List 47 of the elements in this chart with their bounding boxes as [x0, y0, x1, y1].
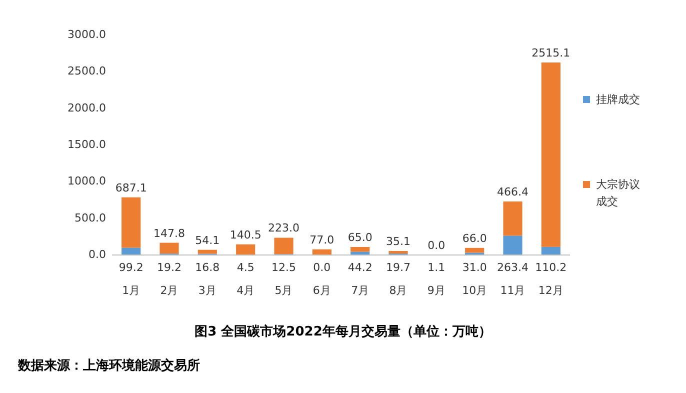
data-label: 16.8 — [195, 261, 220, 274]
data-label: 12.5 — [272, 261, 296, 274]
data-label: 31.0 — [462, 261, 487, 274]
x-tick-label: 3月 — [198, 284, 216, 298]
x-tick-label: 1月 — [122, 284, 140, 298]
x-tick-label: 8月 — [389, 284, 408, 298]
data-label: 77.0 — [310, 233, 334, 246]
y-tick-label: 500.0 — [74, 211, 106, 224]
x-tick-label: 9月 — [427, 284, 446, 298]
x-tick-label: 11月 — [500, 284, 526, 298]
text: 图3 全国碳市场2022年每月交易量（单位：万吨） — [194, 324, 492, 340]
x-tick-label: 5月 — [274, 284, 293, 298]
data-label: 223.0 — [268, 222, 300, 235]
data-label: 54.1 — [195, 234, 220, 247]
data-label: 140.5 — [230, 228, 262, 242]
data-label: 263.4 — [497, 261, 528, 274]
legend-label: 大宗协议成交 — [596, 178, 640, 208]
data-label: 44.2 — [348, 261, 372, 274]
data-label: 466.4 — [497, 185, 528, 198]
y-tick-label: 1500.0 — [68, 138, 106, 152]
y-tick-label: 0.0 — [88, 248, 106, 262]
data-label: 19.2 — [157, 261, 182, 274]
data-label: 147.8 — [154, 226, 185, 240]
data-label: 19.7 — [386, 261, 410, 274]
y-tick-label: 2000.0 — [68, 101, 106, 114]
y-tick-label: 1000.0 — [68, 174, 106, 188]
x-tick-label: 12月 — [538, 284, 564, 298]
data-label: 0.0 — [313, 261, 331, 274]
data-label: 4.5 — [236, 261, 254, 274]
data-label: 687.1 — [115, 181, 147, 194]
x-tick-label: 4月 — [236, 284, 255, 298]
x-tick-label: 2月 — [160, 284, 178, 298]
x-tick-label: 7月 — [351, 284, 370, 298]
data-label: 2515.1 — [532, 46, 570, 60]
data-label: 66.0 — [462, 232, 487, 245]
y-tick-label: 2500.0 — [68, 64, 106, 78]
data-label: 35.1 — [386, 234, 410, 248]
x-tick-label: 10月 — [462, 284, 488, 298]
y-tick-label: 3000.0 — [68, 28, 106, 42]
data-label: 65.0 — [348, 230, 372, 244]
data-label: 99.2 — [118, 261, 144, 274]
data-label: 0.0 — [428, 238, 446, 252]
data-label: 110.2 — [535, 261, 567, 274]
source-note: 数据来源：上海环境能源交易所 — [17, 358, 200, 374]
legend-label: 挂牌成交 — [596, 93, 640, 106]
x-tick-label: 6月 — [312, 284, 331, 298]
data-label: 1.1 — [428, 261, 446, 274]
